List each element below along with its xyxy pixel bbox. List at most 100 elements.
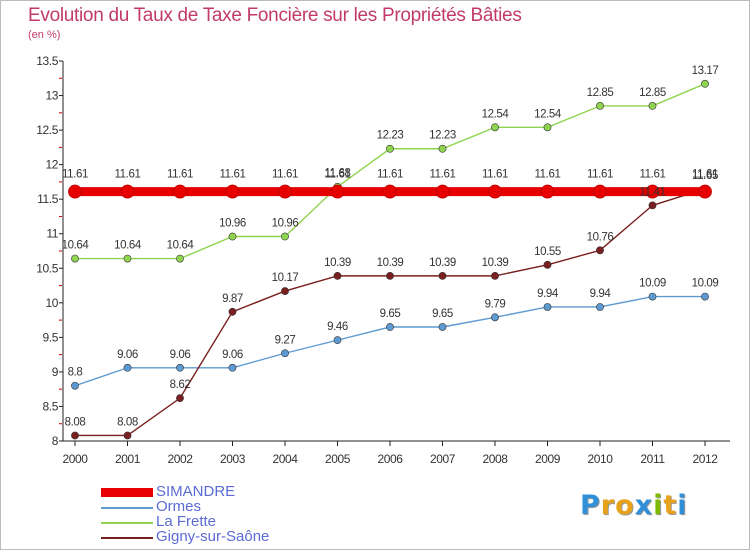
data-label: 10.55: [534, 246, 561, 258]
logo-letter: i: [677, 490, 688, 521]
y-tick-label: 12: [45, 158, 58, 172]
data-label: 9.79: [485, 298, 506, 310]
x-tick-label: 2007: [430, 452, 456, 466]
data-point: [596, 246, 604, 255]
legend-label: Gigny-sur-Saône: [156, 528, 270, 545]
data-point: [176, 394, 184, 403]
data-label: 11.61: [377, 169, 403, 181]
data-label: 12.54: [534, 108, 562, 120]
data-point: [333, 271, 342, 280]
data-point: [698, 184, 712, 199]
x-tick-label: 2008: [482, 452, 508, 466]
x-tick-label: 2000: [62, 452, 88, 466]
data-label: 10.09: [639, 278, 666, 290]
data-label: 9.06: [170, 349, 191, 361]
data-point: [71, 254, 79, 263]
data-label: 8.8: [68, 367, 83, 379]
data-label: 11.68: [325, 168, 351, 180]
data-point: [701, 79, 709, 88]
x-tick-label: 2012: [692, 452, 718, 466]
data-label: 9.27: [275, 334, 296, 346]
legend-label: La Frette: [156, 513, 217, 530]
data-point: [488, 184, 502, 199]
chart-subtitle: (en %): [28, 29, 61, 41]
data-point: [648, 292, 657, 301]
data-point: [71, 381, 79, 390]
y-tick-label: 11: [46, 227, 58, 241]
data-label: 11.61: [640, 169, 666, 181]
x-tick-label: 2001: [115, 452, 141, 466]
data-point: [648, 102, 657, 110]
data-label: 9.06: [117, 349, 138, 361]
data-point: [278, 184, 292, 199]
data-label: 12.54: [482, 108, 510, 120]
data-point: [386, 144, 394, 153]
data-label: 9.65: [432, 308, 453, 320]
y-tick-label: 8.5: [43, 399, 59, 413]
data-label: 11.61: [587, 169, 613, 181]
data-label: 11.61: [62, 169, 88, 181]
data-label: 9.06: [222, 349, 243, 361]
data-point: [593, 184, 607, 199]
data-point: [540, 184, 555, 199]
data-label: 12.85: [587, 87, 614, 99]
data-label: 9.65: [380, 308, 401, 320]
data-point: [176, 363, 184, 372]
data-point: [645, 184, 660, 199]
data-point: [701, 292, 709, 301]
data-label: 10.39: [429, 257, 456, 269]
data-label: 10.96: [219, 217, 246, 229]
logo-letter: o: [615, 490, 635, 521]
data-label: 10.09: [692, 278, 719, 290]
legend-label: SIMANDRE: [156, 483, 236, 500]
data-point: [491, 313, 499, 322]
data-point: [543, 303, 552, 311]
data-point: [438, 323, 447, 331]
data-point: [596, 102, 604, 110]
data-label: 10.64: [114, 240, 142, 252]
x-tick-label: 2004: [272, 452, 298, 466]
data-label: 9.46: [327, 321, 348, 333]
y-tick-label: 10.5: [36, 261, 58, 275]
data-point: [123, 431, 132, 440]
data-label: 10.96: [272, 217, 299, 229]
data-point: [225, 184, 240, 199]
data-label: 9.94: [590, 288, 612, 300]
x-tick-label: 2003: [220, 452, 246, 466]
data-point: [438, 144, 447, 153]
data-point: [123, 363, 132, 372]
data-point: [173, 184, 187, 199]
data-label: 10.39: [324, 257, 351, 269]
y-tick-label: 12.5: [36, 123, 58, 137]
data-label: 8.08: [65, 416, 86, 428]
data-label: 11.61: [482, 169, 508, 181]
proxiti-logo: Proxiti: [580, 490, 688, 521]
chart-title: Evolution du Taux de Taxe Foncière sur l…: [28, 5, 522, 26]
x-tick-label: 2009: [535, 452, 561, 466]
data-label: 11.41: [640, 186, 666, 198]
data-label: 10.64: [167, 240, 195, 252]
data-label: 8.08: [117, 416, 138, 428]
data-point: [543, 123, 552, 132]
data-point: [120, 184, 135, 199]
data-point: [228, 232, 237, 241]
data-point: [281, 349, 289, 358]
data-label: 12.23: [377, 130, 404, 142]
data-point: [435, 184, 450, 199]
x-tick-label: 2011: [640, 452, 665, 466]
data-label: 11.61: [115, 169, 141, 181]
y-tick-label: 9: [52, 365, 59, 379]
data-point: [281, 287, 289, 295]
logo-letter: P: [580, 490, 601, 521]
y-tick-label: 8: [52, 434, 59, 448]
y-tick-label: 11.5: [37, 192, 59, 206]
data-label: 8.62: [170, 379, 191, 391]
data-point: [383, 184, 397, 199]
data-point: [491, 271, 499, 280]
data-point: [386, 271, 394, 280]
legend-swatch: [101, 537, 153, 539]
data-label: 11.61: [167, 169, 193, 181]
data-point: [648, 201, 657, 210]
y-tick-label: 13.5: [36, 54, 58, 68]
